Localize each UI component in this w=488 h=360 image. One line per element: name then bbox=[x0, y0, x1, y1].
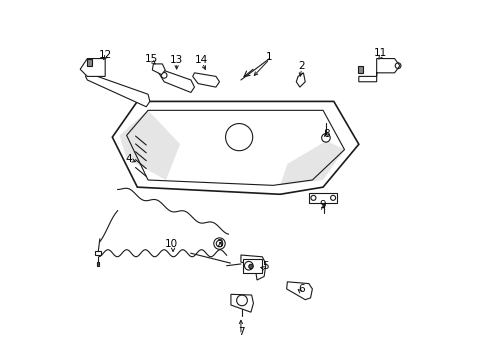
Text: 2: 2 bbox=[298, 61, 305, 71]
Text: 14: 14 bbox=[195, 55, 208, 65]
Text: 8: 8 bbox=[323, 129, 329, 139]
Bar bbox=[357, 66, 363, 73]
Text: 11: 11 bbox=[373, 48, 386, 58]
Text: 13: 13 bbox=[170, 55, 183, 65]
Bar bbox=[86, 59, 92, 66]
Text: 15: 15 bbox=[145, 54, 158, 64]
Polygon shape bbox=[358, 59, 399, 82]
Polygon shape bbox=[85, 73, 149, 107]
Polygon shape bbox=[192, 73, 219, 87]
Text: 5: 5 bbox=[262, 261, 269, 271]
Bar bbox=[308, 193, 337, 203]
Text: 12: 12 bbox=[99, 50, 112, 60]
Polygon shape bbox=[112, 102, 358, 194]
Polygon shape bbox=[152, 64, 165, 75]
Polygon shape bbox=[159, 69, 194, 93]
Polygon shape bbox=[286, 282, 312, 300]
Polygon shape bbox=[296, 73, 305, 87]
Text: 9: 9 bbox=[319, 200, 325, 210]
Text: 1: 1 bbox=[265, 52, 272, 62]
Bar bbox=[97, 262, 99, 266]
Bar bbox=[95, 251, 101, 255]
Circle shape bbox=[248, 264, 253, 269]
Text: 3: 3 bbox=[216, 239, 223, 249]
Polygon shape bbox=[230, 294, 253, 312]
Polygon shape bbox=[119, 111, 180, 180]
Text: 10: 10 bbox=[164, 239, 178, 249]
Polygon shape bbox=[280, 141, 344, 185]
Text: 6: 6 bbox=[298, 284, 305, 294]
Circle shape bbox=[156, 66, 160, 71]
Polygon shape bbox=[80, 59, 105, 76]
Text: 7: 7 bbox=[237, 327, 244, 337]
Text: 4: 4 bbox=[125, 154, 131, 163]
Polygon shape bbox=[241, 255, 265, 280]
Bar bbox=[242, 258, 262, 273]
